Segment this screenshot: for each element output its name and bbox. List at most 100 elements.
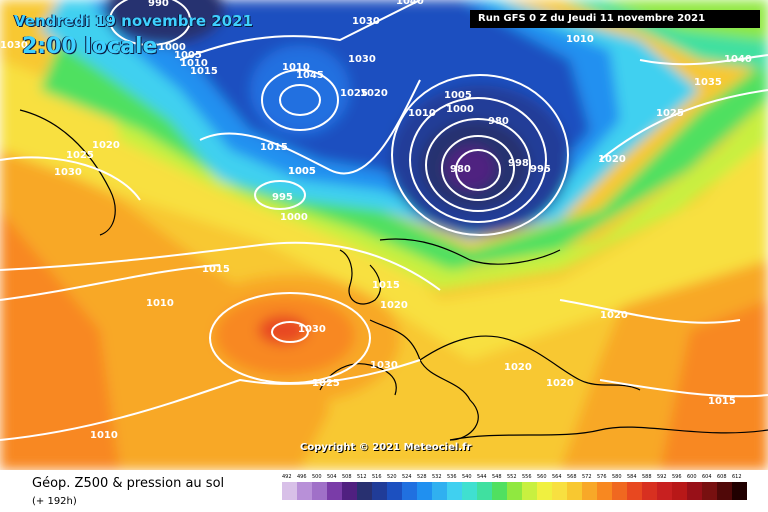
isobar-label: 995 — [272, 192, 293, 203]
legend-value-label: 548 — [492, 474, 502, 480]
legend-value-label: 612 — [732, 474, 742, 480]
legend-value-label: 540 — [462, 474, 472, 480]
legend-value-label: 512 — [357, 474, 367, 480]
isobar-label: 1040 — [396, 0, 424, 7]
isobar-label: 1015 — [372, 280, 400, 291]
isobar-label: 1020 — [600, 310, 628, 321]
legend-color-swatch — [282, 482, 297, 500]
legend-color-swatch — [582, 482, 597, 500]
isobar-label: 1000 — [158, 42, 186, 53]
isobar-label: 1010 — [566, 34, 594, 45]
legend-value-label: 592 — [657, 474, 667, 480]
isobar-label: 1025 — [312, 378, 340, 389]
isobar-label: 1005 — [174, 50, 202, 61]
legend-value-label: 492 — [282, 474, 292, 480]
isobar-label: 1015 — [190, 66, 218, 77]
legend-color-swatch — [522, 482, 537, 500]
isobar-label: 1010 — [408, 108, 436, 119]
legend-value-label: 528 — [417, 474, 427, 480]
legend-color-swatch — [327, 482, 342, 500]
forecast-range: (+ 192h) — [32, 496, 77, 507]
legend-value-label: 504 — [327, 474, 337, 480]
legend-value-label: 588 — [642, 474, 652, 480]
legend-color-swatch — [567, 482, 582, 500]
isobar-label: 1010 — [282, 62, 310, 73]
legend-color-swatch — [492, 482, 507, 500]
run-info-banner: Run GFS 0 Z du Jeudi 11 novembre 2021 — [470, 10, 760, 28]
legend-color-swatch — [447, 482, 462, 500]
legend-color-swatch — [507, 482, 522, 500]
map-footer: Géop. Z500 & pression au sol (+ 192h) 49… — [0, 470, 768, 512]
isobar-label: 1030 — [352, 16, 380, 27]
legend-color-swatch — [732, 482, 747, 500]
isobar-label: 1030 — [54, 167, 82, 178]
legend-color-swatch — [432, 482, 447, 500]
isobar-label: 1005 — [288, 166, 316, 177]
legend-color-swatch — [627, 482, 642, 500]
isobar-lines — [0, 0, 768, 440]
legend-value-label: 500 — [312, 474, 322, 480]
isobar-label: 1030 — [370, 360, 398, 371]
legend-color-swatch — [537, 482, 552, 500]
legend-value-label: 576 — [597, 474, 607, 480]
legend-value-label: 516 — [372, 474, 382, 480]
legend-value-label: 604 — [702, 474, 712, 480]
map-title: Géop. Z500 & pression au sol — [32, 476, 225, 491]
legend-value-label: 536 — [447, 474, 457, 480]
isobar-label: 995 — [530, 164, 551, 175]
legend-value-label: 496 — [297, 474, 307, 480]
legend-value-label: 600 — [687, 474, 697, 480]
legend-color-swatch — [297, 482, 312, 500]
isobar-label: 980 — [450, 164, 471, 175]
isobar-label: 1015 — [708, 396, 736, 407]
isobar-label: 1030 — [348, 54, 376, 65]
isobar-label: 1030 — [298, 324, 326, 335]
legend-value-label: 520 — [387, 474, 397, 480]
legend-color-swatch — [612, 482, 627, 500]
legend-color-swatch — [717, 482, 732, 500]
isobar-label: 1020 — [546, 378, 574, 389]
z500-color-field — [0, 0, 768, 470]
legend-color-swatch — [597, 482, 612, 500]
legend-color-swatch — [477, 482, 492, 500]
legend-color-swatch — [342, 482, 357, 500]
legend-color-swatch — [357, 482, 372, 500]
legend-value-label: 552 — [507, 474, 517, 480]
isobar-label: 1035 — [694, 77, 722, 88]
isobar-label: 1020 — [598, 154, 626, 165]
legend-color-swatch — [417, 482, 432, 500]
legend-value-label: 608 — [717, 474, 727, 480]
legend-value-label: 508 — [342, 474, 352, 480]
isobar-labels: 990 1000 1005 1010 1015 1030 1030 1010 1… — [0, 0, 752, 441]
legend-color-swatch — [462, 482, 477, 500]
isobar-label: 1005 — [444, 90, 472, 101]
isobar-label: 1010 — [146, 298, 174, 309]
legend-value-label: 596 — [672, 474, 682, 480]
isobar-label: 1025 — [340, 88, 368, 99]
copyright-notice: Copyright © 2021 Meteociel.fr — [300, 442, 472, 453]
isobar-label: 998 — [508, 158, 529, 169]
isobar-label: 1030 — [0, 40, 28, 51]
legend-value-label: 564 — [552, 474, 562, 480]
isobar-label: 1010 — [90, 430, 118, 441]
legend-value-label: 568 — [567, 474, 577, 480]
isobar-label: 1025 — [656, 108, 684, 119]
legend-color-swatch — [702, 482, 717, 500]
legend-value-label: 584 — [627, 474, 637, 480]
isobar-label: 1020 — [92, 140, 120, 151]
forecast-date: Vendredi 19 novembre 2021 — [14, 12, 253, 30]
isobar-label: 1045 — [296, 70, 324, 81]
isobar-label: 1020 — [380, 300, 408, 311]
isobar-label: 1020 — [360, 88, 388, 99]
isobar-label: 1015 — [202, 264, 230, 275]
legend-color-swatch — [372, 482, 387, 500]
legend-color-swatch — [657, 482, 672, 500]
legend-value-label: 556 — [522, 474, 532, 480]
legend-color-swatch — [672, 482, 687, 500]
legend-color-swatch — [312, 482, 327, 500]
legend-color-swatch — [402, 482, 417, 500]
legend-value-label: 532 — [432, 474, 442, 480]
isobar-label: 1020 — [504, 362, 532, 373]
legend-color-swatch — [642, 482, 657, 500]
